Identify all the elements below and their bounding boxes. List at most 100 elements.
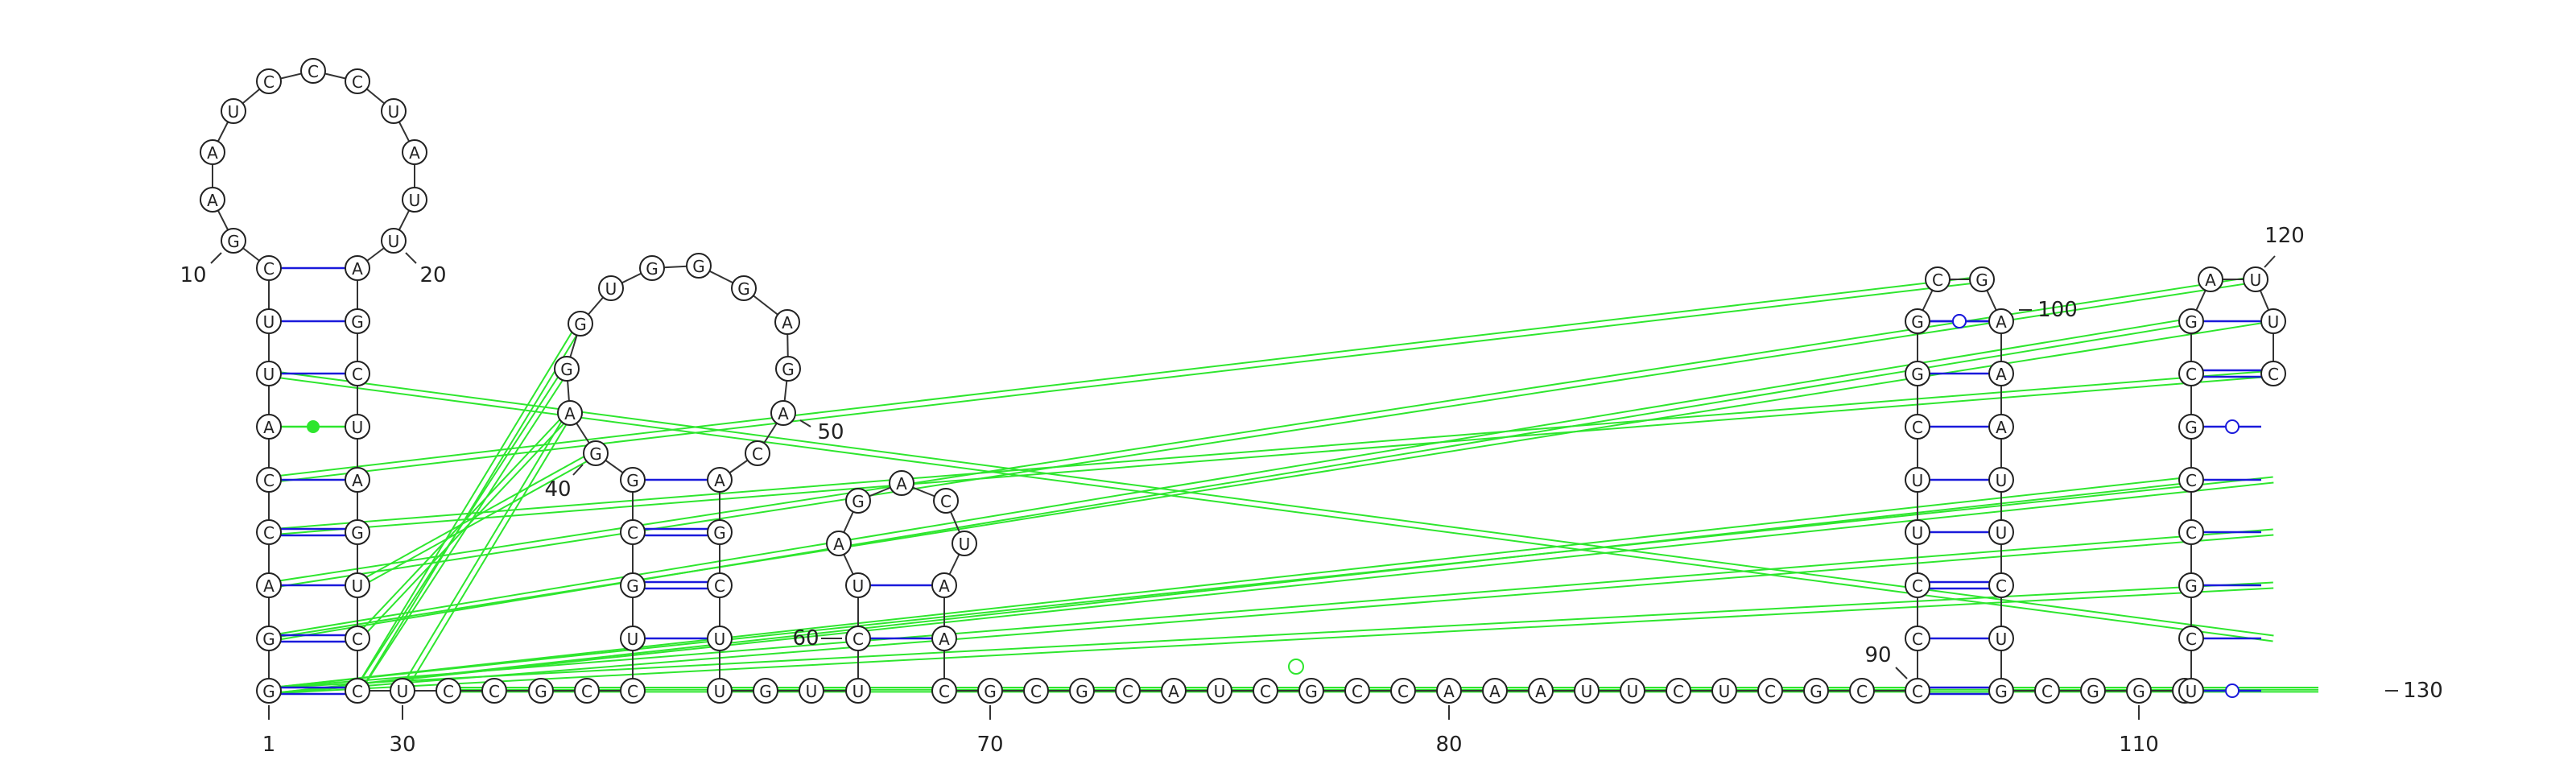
nucleotide-letter: C bbox=[443, 682, 454, 701]
nucleotide: G bbox=[2178, 572, 2204, 598]
nucleotide-circle bbox=[1988, 678, 2014, 704]
nucleotide-circle bbox=[345, 626, 370, 651]
nucleotide-circle bbox=[1666, 678, 1691, 704]
position-number: 1 bbox=[262, 733, 276, 757]
nucleotide-letter: U bbox=[852, 576, 865, 596]
nucleotide-circle bbox=[1905, 626, 1930, 651]
nucleotide-letter: A bbox=[833, 535, 844, 554]
nucleotide-circle bbox=[1574, 678, 1600, 704]
nucleotide: C bbox=[1849, 678, 1875, 704]
nucleotide: G bbox=[1905, 361, 1930, 386]
nucleotide: G bbox=[568, 311, 593, 337]
nucleotide: C bbox=[345, 626, 370, 651]
nucleotide-circle bbox=[845, 626, 871, 651]
nucleotide-circle bbox=[775, 356, 801, 382]
nucleotide-letter: C bbox=[752, 444, 763, 464]
nucleotide-letter: C bbox=[1912, 576, 1923, 596]
nucleotide: C bbox=[931, 678, 957, 704]
number-tick bbox=[210, 252, 222, 264]
nucleotide: C bbox=[2178, 361, 2204, 386]
nucleotide-circle bbox=[845, 678, 871, 704]
nucleotide-letter: G bbox=[852, 492, 865, 511]
gu-pair-circle bbox=[2225, 419, 2240, 434]
nucleotide-circle bbox=[620, 678, 646, 704]
number-tick bbox=[405, 252, 417, 264]
base-pair-layer bbox=[281, 266, 2261, 698]
nucleotide-letter: U bbox=[1912, 523, 1924, 543]
nucleotide: A bbox=[1161, 678, 1187, 704]
nucleotide: U bbox=[1988, 467, 2014, 493]
nucleotide: G bbox=[554, 356, 580, 382]
nucleotide-circle bbox=[436, 678, 461, 704]
nucleotide-circle bbox=[745, 440, 770, 466]
nucleotide-circle bbox=[200, 139, 225, 165]
nucleotide: G bbox=[845, 488, 871, 514]
nucleotide: G bbox=[639, 255, 665, 281]
nucleotide: A bbox=[931, 626, 957, 651]
nucleotide-letter: C bbox=[2186, 630, 2197, 649]
nucleotide-circle bbox=[256, 414, 282, 440]
nucleotide-circle bbox=[1390, 678, 1416, 704]
nucleotide: A bbox=[1436, 678, 1462, 704]
nucleotide-circle bbox=[2178, 626, 2204, 651]
nucleotide-letter: C bbox=[489, 682, 500, 701]
tertiary-interaction bbox=[355, 450, 595, 584]
nucleotide-letter: G bbox=[2185, 576, 2198, 596]
nucleotide-circle bbox=[1023, 678, 1049, 704]
tertiary-interaction bbox=[359, 324, 584, 693]
nucleotide-circle bbox=[528, 678, 554, 704]
nucleotide-circle bbox=[598, 275, 624, 301]
nucleotide: C bbox=[1253, 678, 1278, 704]
nucleotide-letter: C bbox=[940, 492, 952, 511]
nucleotide: C bbox=[1988, 572, 2014, 598]
nucleotide-letter: U bbox=[397, 682, 409, 701]
nucleotide-circle bbox=[826, 531, 852, 556]
tertiary-interaction bbox=[268, 275, 1982, 478]
nucleotide-circle bbox=[1528, 678, 1554, 704]
nucleotide: U bbox=[1905, 467, 1930, 493]
nucleotide-circle bbox=[481, 678, 507, 704]
nucleotide-circle bbox=[256, 519, 282, 545]
gu-pair-dot bbox=[307, 420, 320, 433]
nucleotide: G bbox=[620, 572, 646, 598]
nucleotide: U bbox=[707, 626, 733, 651]
nucleotide-letter: U bbox=[263, 312, 275, 332]
nucleotide: A bbox=[770, 400, 796, 426]
nucleotide: A bbox=[826, 531, 852, 556]
nucleotide-circle bbox=[256, 308, 282, 334]
nucleotide-circle bbox=[390, 678, 415, 704]
nucleotide-letter: U bbox=[263, 365, 275, 384]
nucleotide-letter: A bbox=[1996, 418, 2007, 437]
tertiary-interaction bbox=[359, 370, 570, 693]
nucleotide-letter: U bbox=[1627, 682, 1639, 701]
nucleotide-letter: U bbox=[852, 682, 865, 701]
nucleotide-circle bbox=[402, 139, 427, 165]
nucleotide-circle bbox=[200, 187, 225, 213]
nucleotide-circle bbox=[256, 572, 282, 598]
nucleotide-letter: G bbox=[646, 259, 658, 279]
nucleotide-letter: C bbox=[1352, 682, 1363, 701]
nucleotide-letter: C bbox=[263, 471, 275, 490]
tertiary-interaction bbox=[268, 317, 2191, 637]
nucleotide-circle bbox=[977, 678, 1003, 704]
nucleotide-circle bbox=[1905, 572, 1930, 598]
nucleotide: U bbox=[598, 275, 624, 301]
gu-pair-circle bbox=[1952, 314, 1967, 328]
nucleotide-letter: C bbox=[352, 630, 363, 649]
tertiary-interaction bbox=[269, 587, 2274, 695]
nucleotide-circle bbox=[554, 356, 580, 382]
nucleotide-letter: U bbox=[2268, 312, 2280, 332]
nucleotide-circle bbox=[1988, 414, 2014, 440]
nucleotide-circle bbox=[1069, 678, 1095, 704]
nucleotide-letter: U bbox=[605, 279, 617, 299]
nucleotide-circle bbox=[2080, 678, 2106, 704]
nucleotide-circle bbox=[345, 572, 370, 598]
nucleotide-letter: G bbox=[1975, 270, 1988, 290]
nucleotide: C bbox=[1666, 678, 1691, 704]
nucleotide-circle bbox=[1988, 626, 2014, 651]
nucleotide-circle bbox=[381, 228, 407, 254]
nucleotide: C bbox=[256, 68, 282, 94]
nucleotide-letter: C bbox=[1856, 682, 1868, 701]
nucleotide: A bbox=[402, 139, 427, 165]
nucleotide-letter: A bbox=[263, 576, 275, 596]
